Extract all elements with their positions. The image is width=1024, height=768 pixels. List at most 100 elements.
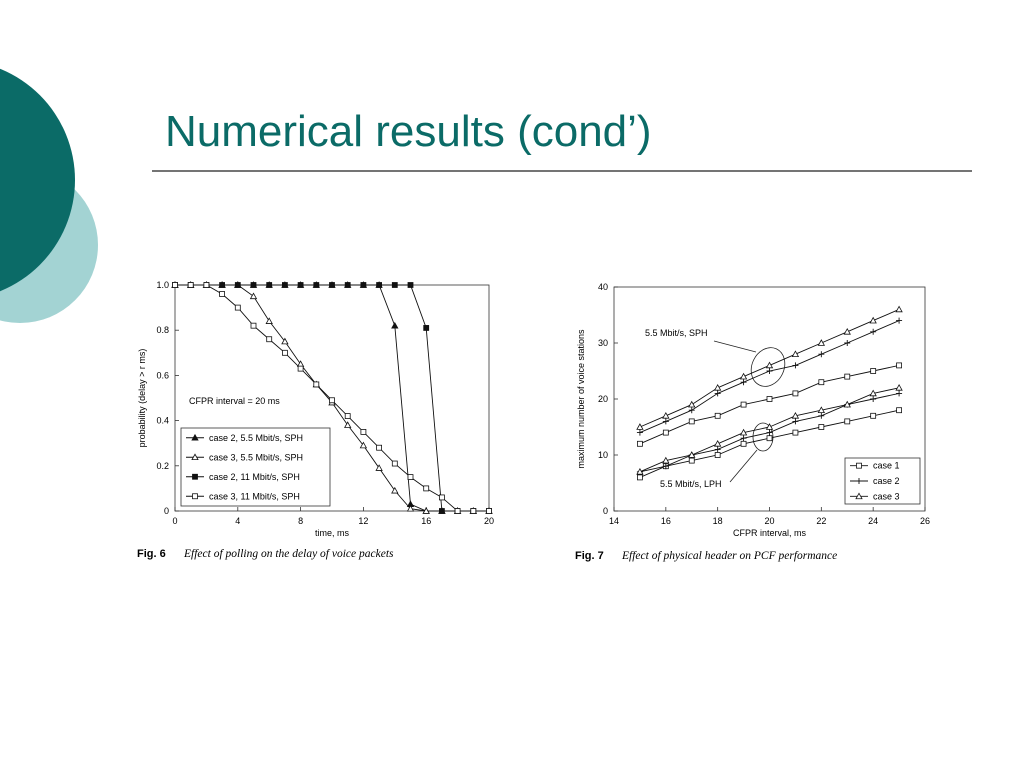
marker — [636, 423, 644, 430]
marker — [281, 337, 289, 345]
marker — [359, 441, 368, 449]
marker — [870, 328, 877, 335]
marker — [297, 365, 304, 372]
marker — [219, 282, 226, 288]
marker — [250, 282, 257, 288]
y-tick-label: 40 — [598, 282, 608, 292]
x-tick-label: 20 — [484, 516, 494, 526]
y-tick-label: 10 — [598, 450, 608, 460]
marker — [688, 418, 695, 425]
x-tick-label: 14 — [609, 516, 619, 526]
marker — [896, 317, 903, 324]
marker — [360, 428, 367, 435]
marker — [344, 421, 352, 428]
marker — [791, 350, 800, 358]
legend-label: case 2, 11 Mbit/s, SPH — [209, 472, 300, 482]
y-axis-label: maximum number of voice stations — [576, 329, 586, 469]
marker — [792, 390, 799, 397]
marker — [391, 486, 399, 494]
marker — [818, 424, 825, 430]
x-tick-label: 20 — [764, 516, 774, 526]
slide-title: Numerical results (cond’) — [165, 107, 652, 156]
y-tick-label: 0.4 — [156, 416, 169, 426]
y-tick-label: 0.8 — [156, 325, 169, 335]
legend-marker — [191, 453, 199, 461]
marker — [714, 446, 721, 453]
annotation: 5.5 Mbit/s, SPH — [645, 328, 708, 338]
marker — [844, 340, 851, 346]
x-tick-label: 24 — [868, 516, 878, 526]
marker — [713, 383, 722, 391]
x-tick-label: 26 — [920, 516, 930, 526]
marker — [422, 507, 430, 514]
marker — [843, 400, 851, 408]
marker — [791, 411, 800, 419]
marker — [391, 321, 399, 329]
x-tick-label: 18 — [713, 516, 723, 526]
marker — [636, 467, 644, 475]
marker — [870, 412, 877, 419]
x-tick-label: 16 — [661, 516, 671, 526]
marker — [296, 360, 305, 367]
marker — [817, 406, 826, 414]
x-tick-label: 16 — [421, 516, 431, 526]
marker — [637, 440, 643, 447]
marker — [234, 282, 241, 288]
marker — [662, 411, 670, 419]
marker — [870, 396, 877, 402]
marker — [765, 423, 774, 430]
decor-circle — [0, 68, 75, 292]
marker — [714, 452, 721, 458]
marker — [688, 451, 696, 458]
legend-label: case 2 — [873, 476, 900, 486]
legend-box — [180, 427, 331, 507]
marker — [423, 325, 430, 331]
marker — [423, 485, 430, 492]
marker — [281, 282, 288, 288]
marker — [360, 282, 367, 288]
marker — [714, 412, 721, 419]
marker — [376, 444, 383, 451]
marker — [766, 396, 773, 402]
marker — [739, 372, 748, 380]
legend-marker — [191, 433, 199, 441]
marker — [688, 400, 696, 408]
legend-label: case 3, 11 Mbit/s, SPH — [209, 491, 300, 501]
y-tick-label: 0.6 — [156, 370, 169, 380]
marker — [486, 508, 492, 514]
marker — [844, 373, 851, 380]
marker — [870, 368, 877, 374]
callout-line — [729, 449, 758, 483]
x-axis-label: CFPR interval, ms — [733, 528, 807, 538]
marker — [281, 349, 288, 356]
marker — [740, 401, 747, 408]
y-tick-label: 20 — [598, 394, 608, 404]
marker — [844, 418, 851, 425]
marker — [249, 292, 258, 300]
marker — [438, 508, 445, 514]
marker — [266, 282, 273, 288]
marker — [740, 435, 747, 442]
marker — [313, 381, 320, 388]
marker — [818, 351, 825, 358]
marker — [792, 418, 799, 425]
annotation: 5.5 Mbit/s, LPH — [660, 479, 722, 489]
marker — [662, 456, 670, 464]
legend-marker — [856, 462, 862, 469]
marker — [895, 305, 903, 313]
marker — [688, 407, 695, 414]
legend-label: case 3 — [873, 491, 900, 501]
caption-label: Fig. 7 — [575, 550, 604, 562]
marker — [234, 304, 241, 311]
legend-marker — [856, 478, 862, 484]
marker — [219, 291, 226, 297]
marker — [662, 418, 669, 425]
marker — [765, 361, 774, 369]
caption-text: Effect of polling on the delay of voice … — [183, 548, 394, 560]
x-axis-label: time, ms — [315, 528, 350, 538]
y-axis-label: probability (delay > r ms) — [137, 349, 147, 448]
marker — [391, 460, 398, 467]
marker — [818, 412, 825, 419]
marker — [470, 508, 477, 514]
marker — [297, 282, 304, 288]
